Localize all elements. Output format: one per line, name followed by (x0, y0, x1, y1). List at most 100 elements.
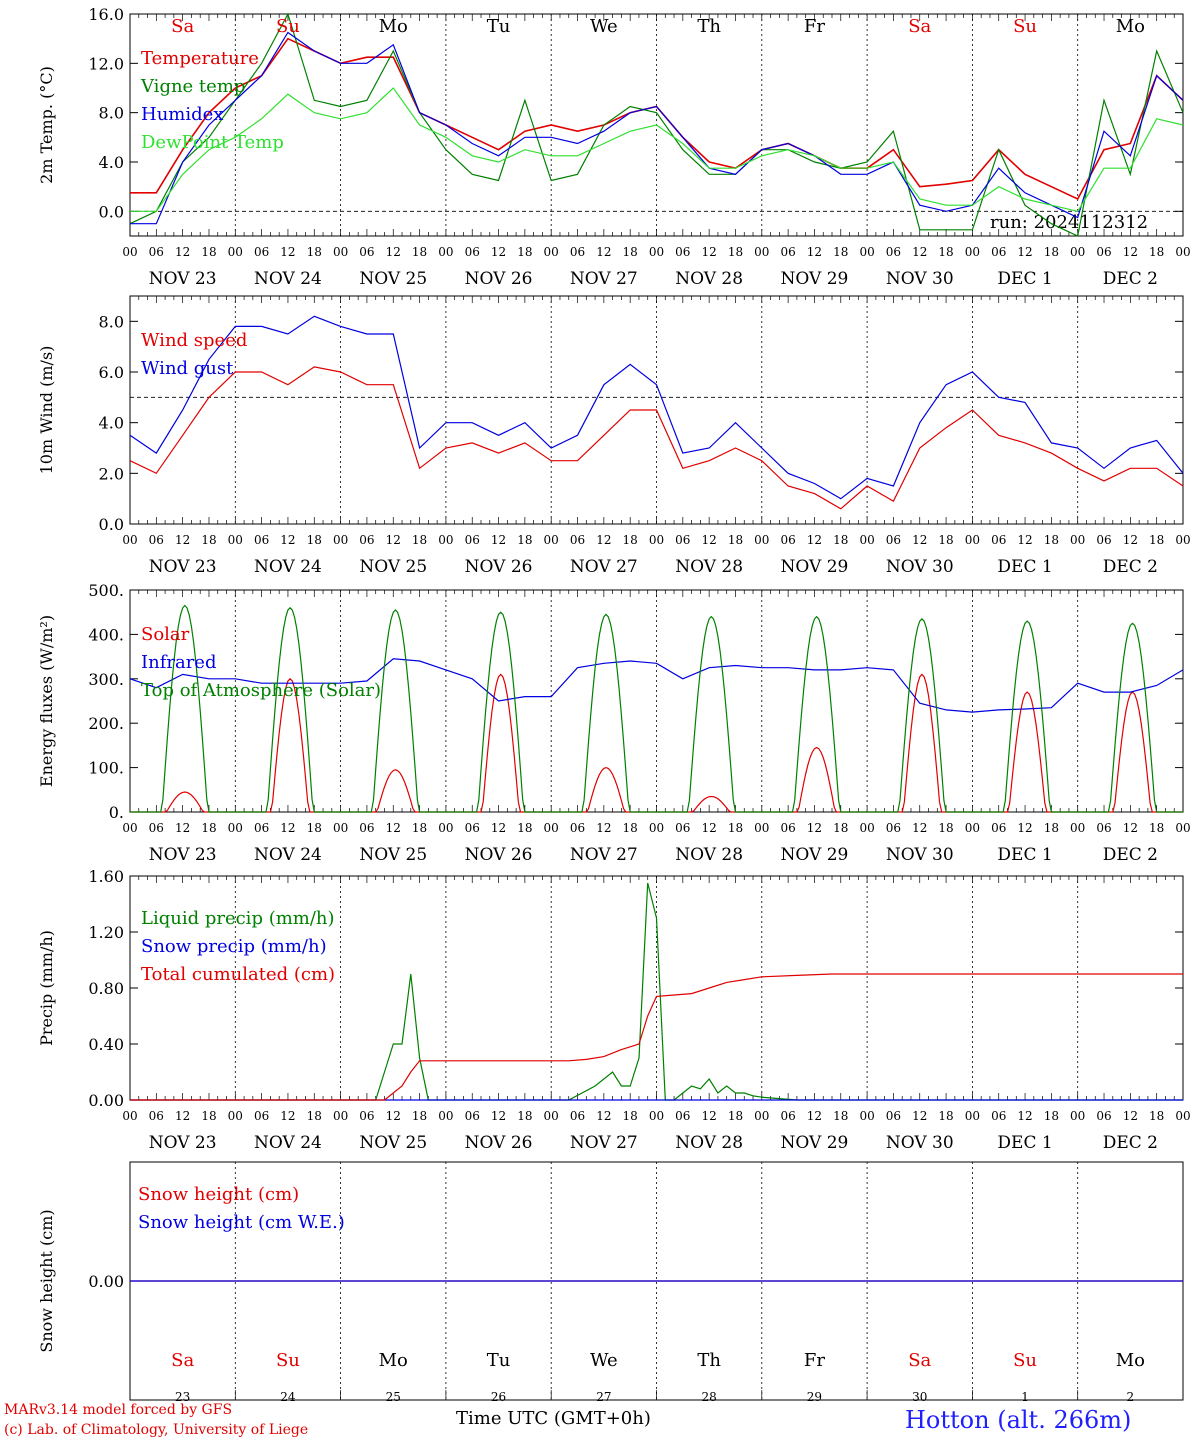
panel-2 (129, 295, 1184, 525)
x-hour-label: 00 (333, 533, 348, 547)
x-hour-label: 12 (1017, 245, 1032, 259)
day-of-week-label: Sa (171, 1350, 194, 1371)
x-hour-label: 12 (596, 533, 611, 547)
series-line-dewpoint-temp (130, 87, 1184, 212)
x-date-label: NOV 24 (254, 1133, 322, 1153)
legend-entry: Wind speed (141, 330, 247, 351)
legend-entry: Vigne temp (140, 76, 245, 97)
x-hour-label: 00 (649, 245, 664, 259)
x-hour-label: 06 (149, 533, 164, 547)
legend-entry: Infrared (141, 652, 216, 673)
x-hour-label: 06 (570, 533, 585, 547)
x-hour-label: 06 (1096, 245, 1111, 259)
x-hour-label: 18 (307, 821, 322, 835)
legend-entry: Snow height (cm) (138, 1184, 299, 1205)
day-of-week-label: Su (276, 16, 300, 37)
x-hour-label: 00 (544, 821, 559, 835)
x-date-label: NOV 30 (886, 1133, 954, 1153)
x-hour-label: 12 (596, 821, 611, 835)
x-date-label: NOV 26 (465, 557, 533, 577)
x-day-number: 1 (1021, 1390, 1029, 1404)
x-date-label: NOV 27 (570, 845, 638, 865)
x-hour-label: 00 (228, 821, 243, 835)
x-hour-label: 18 (307, 533, 322, 547)
y-tick-label: 0.80 (88, 979, 124, 998)
x-hour-label: 00 (122, 1109, 137, 1123)
y-tick-label: 400. (88, 625, 124, 644)
x-hour-label: 18 (728, 1109, 743, 1123)
x-hour-label: 00 (754, 245, 769, 259)
x-hour-label: 06 (465, 245, 480, 259)
x-hour-label: 12 (702, 821, 717, 835)
x-hour-label: 00 (228, 1109, 243, 1123)
x-date-label: NOV 25 (359, 1133, 427, 1153)
x-hour-label: 18 (728, 821, 743, 835)
y-tick-label: 0.00 (88, 1272, 124, 1291)
x-hour-label: 06 (886, 245, 901, 259)
x-hour-label: 18 (1149, 1109, 1164, 1123)
x-hour-label: 12 (491, 533, 506, 547)
day-of-week-label: Su (1013, 16, 1037, 37)
x-hour-label: 06 (254, 1109, 269, 1123)
x-hour-label: 00 (438, 1109, 453, 1123)
x-hour-label: 06 (991, 1109, 1006, 1123)
x-hour-label: 00 (438, 821, 453, 835)
legend-entry: Humidex (141, 104, 223, 125)
x-hour-label: 00 (965, 1109, 980, 1123)
x-hour-label: 12 (175, 821, 190, 835)
x-date-label: NOV 28 (675, 1133, 743, 1153)
x-hour-label: 12 (1123, 1109, 1138, 1123)
x-hour-label: 18 (938, 1109, 953, 1123)
x-hour-label: 12 (175, 1109, 190, 1123)
x-hour-label: 00 (544, 533, 559, 547)
x-hour-label: 12 (912, 1109, 927, 1123)
x-hour-label: 18 (517, 1109, 532, 1123)
x-day-number: 27 (596, 1390, 611, 1404)
x-hour-label: 18 (517, 533, 532, 547)
x-hour-label: 00 (333, 1109, 348, 1123)
x-date-label: NOV 24 (254, 845, 322, 865)
x-hour-label: 12 (702, 1109, 717, 1123)
legend-entry: Liquid precip (mm/h) (141, 908, 335, 929)
x-date-label: NOV 25 (359, 557, 427, 577)
x-hour-label: 06 (149, 821, 164, 835)
day-of-week-label: We (590, 1350, 618, 1371)
y-tick-label: 0.00 (88, 1091, 124, 1110)
x-hour-label: 06 (886, 1109, 901, 1123)
x-hour-label: 00 (544, 1109, 559, 1123)
x-hour-label: 18 (201, 533, 216, 547)
panel-5 (129, 1161, 1184, 1401)
x-hour-label: 12 (1123, 821, 1138, 835)
footer-model-line: MARv3.14 model forced by GFS (4, 1402, 232, 1418)
y-axis-label: 10m Wind (m/s) (37, 346, 56, 475)
x-hour-label: 00 (1175, 245, 1190, 259)
x-hour-label: 00 (228, 245, 243, 259)
x-day-number: 25 (386, 1390, 401, 1404)
station-name: Hotton (alt. 266m) (905, 1406, 1131, 1434)
x-hour-label: 12 (702, 245, 717, 259)
x-date-label: NOV 23 (149, 845, 217, 865)
x-hour-label: 18 (938, 533, 953, 547)
legend-entry: Solar (141, 624, 190, 645)
x-hour-label: 06 (780, 533, 795, 547)
x-date-label: NOV 28 (675, 845, 743, 865)
day-of-week-label: Tu (487, 1350, 511, 1371)
legend-entry: Snow precip (mm/h) (141, 936, 327, 957)
x-hour-label: 12 (1123, 245, 1138, 259)
panel-3 (129, 589, 1184, 813)
x-hour-label: 18 (517, 821, 532, 835)
day-of-week-label: Tu (487, 16, 511, 37)
day-of-week-label: Sa (171, 16, 194, 37)
x-hour-label: 06 (780, 1109, 795, 1123)
x-date-label: NOV 30 (886, 269, 954, 289)
day-of-week-label: We (590, 16, 618, 37)
y-tick-label: 500. (88, 581, 124, 600)
x-hour-label: 00 (333, 821, 348, 835)
y-tick-label: 4.0 (99, 153, 124, 172)
y-tick-label: 0. (109, 803, 124, 822)
x-hour-label: 18 (412, 245, 427, 259)
y-axis-label: 2m Temp. (°C) (37, 66, 56, 184)
legend-entry: Temperature (141, 48, 259, 69)
x-date-label: NOV 29 (781, 1133, 849, 1153)
